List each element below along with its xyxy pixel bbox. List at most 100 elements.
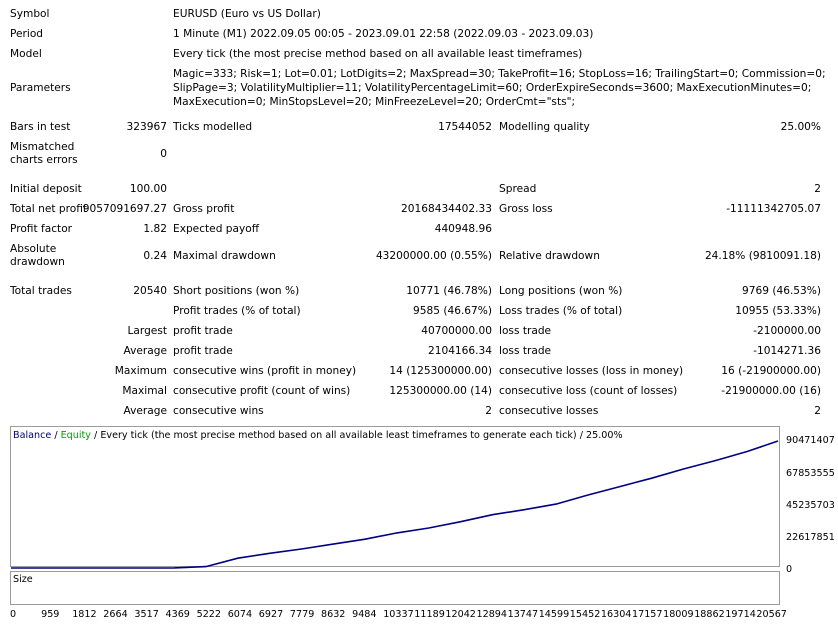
x-tick-label: 14599 [538,609,570,620]
balance-chart-frame [10,426,780,567]
chart-description: Every tick (the most precise method base… [100,430,623,441]
legend-sep: / [54,430,58,441]
parameters-label: Parameters [10,82,71,94]
avg-consecutive-losses-value: 2 [814,405,821,417]
max-drawdown-label: Maximal drawdown [173,250,276,262]
total-trades-value: 20540 [133,285,167,297]
average-loss-trade-value: -1014271.36 [753,345,821,357]
quality-label: Modelling quality [499,121,590,133]
model-value: Every tick (the most precise method base… [173,48,583,60]
size-chart-title: Size [13,574,33,585]
ticks-label: Ticks modelled [173,121,253,133]
abs-drawdown-label-1: Absolute [10,243,57,255]
x-tick-label: 12894 [476,609,508,620]
legend-sep-2: / [94,430,98,441]
period-value: 1 Minute (M1) 2022.09.05 00:05 - 2023.09… [173,28,594,40]
average-consecutive-label: Average [123,405,167,417]
max-consecutive-losses-value: 16 (-21900000.00) [721,365,821,377]
strategy-report: Symbol EURUSD (Euro vs US Dollar) Period… [0,8,838,417]
x-tick-label: 3517 [134,609,159,620]
gross-loss-label: Gross loss [499,203,553,215]
x-tick-label: 18862 [694,609,725,620]
bars-label: Bars in test [10,121,71,133]
deposit-label: Initial deposit [10,183,82,195]
x-tick-label: 9484 [352,609,377,620]
largest-loss-trade-label: loss trade [499,325,552,337]
x-tick-label: 10337 [383,609,414,620]
legend-balance: Balance [13,430,52,441]
x-tick-label: 7779 [289,609,315,620]
row-net-profit: Total net profit 9057091697.27 Gross pro… [0,203,838,223]
row-period: Period 1 Minute (M1) 2022.09.05 00:05 - … [0,28,838,48]
row-maximal: Maximal consecutive profit (count of win… [0,385,838,405]
average-label: Average [123,345,167,357]
net-profit-label: Total net profit [10,203,88,215]
gross-profit-label: Gross profit [173,203,235,215]
gross-loss-value: -11111342705.07 [726,203,821,215]
row-model: Model Every tick (the most precise metho… [0,48,838,68]
rel-drawdown-value: 24.18% (9810091.18) [704,250,821,262]
balance-line [11,440,779,569]
gross-profit-value: 20168434402.33 [401,203,492,215]
profit-trades-label: Profit trades (% of total) [173,305,301,317]
expected-payoff-label: Expected payoff [173,223,260,235]
net-profit-value: 9057091697.27 [82,203,167,215]
row-largest: Largest profit trade 40700000.00 loss tr… [0,325,838,345]
row-bars: Bars in test 323967 Ticks modelled 17544… [0,121,838,141]
profit-trades-value: 9585 (46.67%) [413,305,492,317]
largest-profit-trade-value: 40700000.00 [421,325,492,337]
bars-value: 323967 [126,121,167,133]
x-tick-label: 6927 [258,609,284,620]
short-positions-value: 10771 (46.78%) [406,285,492,297]
average-loss-trade-label: loss trade [499,345,552,357]
row-total-trades: Total trades 20540 Short positions (won … [0,285,838,305]
x-tick-label: 959 [41,609,60,620]
x-tick-label: 12042 [445,609,476,620]
row-drawdown: Absolute drawdown 0.24 Maximal drawdown … [0,243,838,271]
maximal-consecutive-loss-value: -21900000.00 (16) [721,385,821,397]
short-positions-label: Short positions (won %) [173,285,300,297]
x-tick-label: 4369 [165,609,190,620]
x-tick-label: 6074 [227,609,253,620]
largest-loss-trade-value: -2100000.00 [753,325,821,337]
expected-payoff-value: 440948.96 [434,223,492,235]
maximal-label: Maximal [122,385,167,397]
x-tick-label: 5222 [196,609,222,620]
chart-title: Balance / Equity / Every tick (the most … [13,430,623,441]
x-tick-label: 1812 [72,609,97,620]
size-chart-frame [10,571,780,605]
quality-value: 25.00% [780,121,821,133]
x-tick-label: 0 [10,609,17,620]
deposit-value: 100.00 [129,183,167,195]
maximum-label: Maximum [114,365,167,377]
loss-trades-label: Loss trades (% of total) [499,305,623,317]
row-average: Average profit trade 2104166.34 loss tra… [0,345,838,365]
y-tick-label: 22617851 [786,532,835,543]
row-profit-trades: Profit trades (% of total) 9585 (46.67%)… [0,305,838,325]
average-profit-trade-value: 2104166.34 [427,345,492,357]
x-tick-label: 20567 [756,609,787,620]
row-deposit: Initial deposit 100.00 Spread 2 [0,183,838,203]
parameters-line-3: MaxExecution=0; MinStopsLevel=20; MinFre… [173,96,576,108]
model-label: Model [10,48,42,60]
ticks-value: 17544052 [438,121,492,133]
spread-value: 2 [814,183,821,195]
loss-trades-value: 10955 (53.33%) [735,305,821,317]
row-profit-factor: Profit factor 1.82 Expected payoff 44094… [0,223,838,243]
x-tick-label: 8632 [321,609,346,620]
legend-equity: Equity [60,430,91,441]
x-tick-label: 15452 [569,609,601,620]
long-positions-value: 9769 (46.53%) [742,285,821,297]
largest-label: Largest [127,325,167,337]
x-tick-label: 11189 [414,609,445,620]
mismatch-label-2: charts errors [10,154,78,166]
period-label: Period [10,28,44,40]
y-tick-label: 67853555 [786,468,835,479]
mismatch-label-1: Mismatched [10,141,75,153]
parameters-line-2: SlipPage=3; VolatilityMultiplier=11; Vol… [173,82,812,94]
maximal-consecutive-loss-label: consecutive loss (count of losses) [499,385,678,397]
mismatch-value: 0 [160,148,167,160]
y-tick-label: 90471407 [786,435,835,446]
max-drawdown-value: 43200000.00 (0.55%) [375,250,492,262]
